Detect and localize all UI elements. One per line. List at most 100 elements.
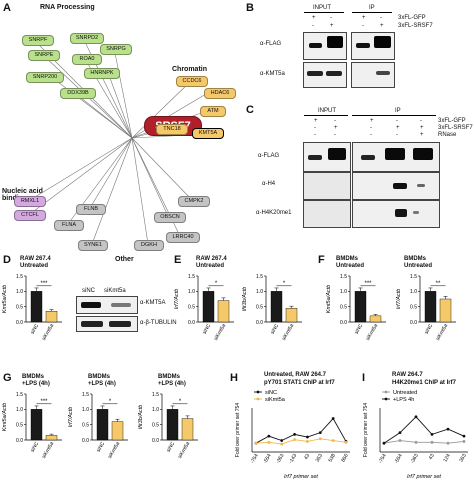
panel-b-label: B: [246, 2, 254, 14]
node-ddx39b: DDX39B: [60, 88, 96, 99]
y-axis-label: Irf7/Actb: [174, 289, 180, 309]
c-sign-srsf7-2: +: [334, 125, 338, 131]
y-tick-label: 1.0: [152, 407, 159, 413]
y-tick-label: 1.0: [82, 407, 89, 413]
series-point-0: [318, 431, 322, 435]
x-tick-label: -363: [275, 453, 285, 465]
c-sign-srsf7-4: +: [396, 125, 400, 131]
significance-label: *: [283, 281, 286, 287]
node-snrp200: SNRP200: [26, 72, 64, 83]
x-tick-label: -554: [394, 453, 404, 465]
series-point-1: [462, 434, 466, 438]
y-tick-label: 1.5: [340, 274, 347, 280]
x-tick-label: siKmt5a: [213, 323, 227, 342]
series-point-1: [306, 440, 309, 443]
y-axis-label: Kmt5a/Actb: [2, 403, 8, 431]
e-title-2: Untreated: [196, 263, 225, 269]
c-sign-gfp-1: +: [314, 118, 318, 124]
group-other: Other: [115, 256, 134, 263]
legend-marker-1: [256, 397, 260, 401]
y-axis-label: Ifit3b/Actb: [242, 287, 248, 311]
f-title-2b: Untreated: [404, 263, 433, 269]
series-point-1: [414, 415, 418, 419]
y-tick-label: 0.0: [188, 320, 195, 326]
b-input-rule: [304, 12, 344, 13]
significance-label: ***: [40, 281, 48, 287]
x-tick-label: 538: [328, 453, 337, 463]
significance-label: *: [109, 399, 112, 405]
y-tick-label: 0.0: [152, 438, 159, 444]
c-ip-header: IP: [395, 108, 401, 114]
c-sign-srsf7-3: -: [370, 125, 372, 131]
x-tick-label: siNC: [96, 441, 107, 454]
panel-i-label: I: [362, 372, 366, 384]
b-ip-rule: [352, 12, 392, 13]
y-tick-label: 1.5: [188, 274, 195, 280]
panel-f-label: F: [318, 254, 325, 266]
b-blot-kmt5a-ip: [351, 62, 395, 88]
chart-g-3: 0.0 0.5 1.0 1.5 Ifit3b/Actb siNC siKmt5a *: [138, 392, 198, 460]
node-hdac6: HDAC6: [204, 88, 236, 99]
x-tick-label: siKmt5a: [107, 441, 121, 460]
node-atm: ATM: [200, 106, 226, 117]
b-row-srsf7: 3xFL-SRSF7: [398, 23, 433, 29]
y-tick-label: 0.5: [410, 304, 417, 310]
panel-h-label: H: [230, 372, 238, 384]
f-title-1: BMDMs: [336, 256, 358, 262]
y-tick-label: 0.5: [340, 304, 347, 310]
significance-label: *: [215, 281, 218, 287]
bar-siKmt5a: [111, 421, 124, 441]
x-tick-label: siKmt5a: [41, 323, 55, 342]
d-blot-kmt5a: [76, 296, 138, 314]
legend-label-0: siNC: [265, 390, 277, 396]
panel-a-label: A: [3, 2, 11, 14]
c-input-rule: [304, 115, 348, 116]
series-line-0: [255, 417, 347, 444]
b-blot-kmt5a-input: [303, 62, 347, 88]
c-sign-rnase-4: -: [396, 132, 398, 138]
node-ctcfl: CTCFL: [14, 210, 46, 221]
series-point-0: [430, 440, 434, 444]
panel-d-label: D: [3, 254, 11, 266]
panel-c-label: C: [246, 104, 254, 116]
significance-label: ***: [364, 281, 372, 287]
series-point-1: [446, 427, 450, 431]
legend-marker-1: [384, 397, 388, 401]
y-axis-label: Kmt5a/Actb: [2, 285, 8, 313]
node-cmpk2: CMPK2: [178, 196, 210, 207]
bar-siNC: [96, 409, 109, 441]
x-tick-label: siKmt5a: [41, 441, 55, 460]
node-snrpf: SNRPF: [22, 35, 54, 46]
c-sign-rnase-5: +: [420, 132, 424, 138]
node-kmt5a: KMT5A: [192, 128, 224, 139]
chart-g-1: 0.0 0.5 1.0 1.5 Kmt5a/Actb siNC siKmt5a ***: [2, 392, 62, 460]
d-title-1: RAW 267.4: [20, 256, 51, 262]
c-blot-h4k20me1-label: α-H4K20me1: [256, 210, 292, 216]
y-axis-label: Irf7/Actb: [396, 289, 402, 309]
g-title-1a: BMDMs: [22, 374, 44, 380]
chart-e-2: 0.0 0.5 1.0 1.5 Ifit3b/Actb siNC siKmt5a *: [242, 274, 302, 342]
x-tick-label: siNC: [30, 441, 41, 454]
b-sign-1-2: -: [330, 15, 332, 21]
bar-siKmt5a: [217, 300, 230, 323]
node-rmxl1: RMXL1: [14, 196, 46, 207]
series-point-0: [280, 439, 284, 442]
bar-siKmt5a: [285, 308, 298, 323]
x-tick-label: 43: [428, 453, 436, 461]
c-row-rnase: RNase: [438, 132, 457, 138]
y-axis-label: Fold over primer set 754: [235, 403, 241, 457]
series-point-1: [318, 437, 322, 441]
node-flna: FLNA: [54, 220, 84, 231]
y-tick-label: 1.0: [410, 289, 417, 295]
x-tick-label: -143: [288, 453, 298, 465]
series-point-0: [462, 440, 466, 443]
node-hnrnpk: HNRNPK: [84, 68, 120, 79]
series-point-1: [293, 438, 296, 442]
y-tick-label: 1.5: [16, 392, 23, 398]
chart-i: Fold over primer set 754 -754 -554 -363 43 12…: [363, 390, 468, 480]
node-dgkh: DGKH: [134, 240, 164, 251]
x-axis-label: Irf7 primer set: [284, 474, 318, 480]
node-obscn: OBSCN: [154, 212, 186, 223]
node-lrrc40: LRRC40: [166, 232, 200, 243]
series-point-1: [382, 441, 386, 445]
